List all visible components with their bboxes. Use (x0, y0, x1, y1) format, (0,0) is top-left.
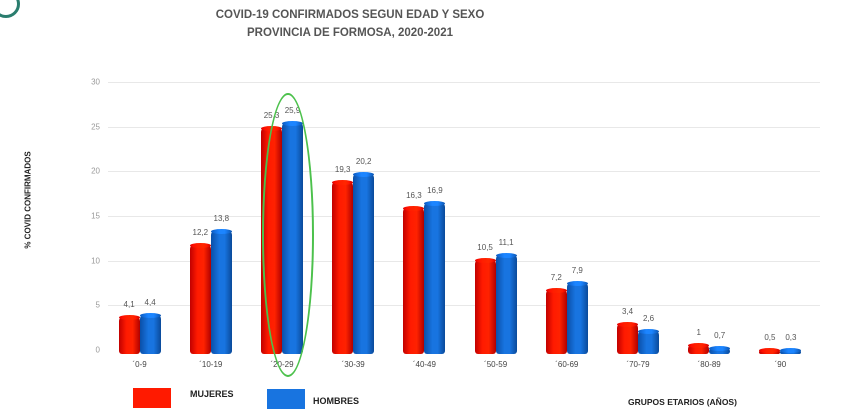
y-tick-label: 15 (91, 211, 100, 221)
value-label: 0,3 (785, 333, 797, 342)
x-tick-label: ´80-89 (697, 360, 721, 369)
y-tick-label: 25 (91, 122, 100, 132)
bar-hombres-50-59 (495, 254, 517, 354)
value-label: 16,3 (406, 191, 422, 201)
x-tick-label: ´10-19 (199, 360, 223, 369)
value-label: 20,2 (355, 156, 372, 166)
bar-hombres-70-79 (638, 330, 659, 354)
bar-hombres-40-49 (424, 203, 446, 354)
y-axis-label: % COVID CONFIRMADOS (23, 151, 33, 249)
value-label: 3,4 (621, 306, 634, 316)
value-label: 10,5 (477, 243, 493, 253)
chart-subtitle: PROVINCIA DE FORMOSA, 2020-2021 (247, 27, 453, 39)
highlight-ellipse (262, 93, 314, 377)
gridline (108, 260, 820, 262)
chart-title: COVID-19 CONFIRMADOS SEGUN EDAD Y SEXO (215, 9, 485, 21)
x-tick-label: ´90 (774, 360, 787, 369)
x-tick-label: ´60-69 (555, 360, 579, 369)
value-label: 0,5 (764, 332, 776, 342)
value-label: 4,1 (123, 300, 135, 310)
legend-swatch-mujeres (133, 388, 171, 408)
bar-hombres-10-19 (210, 230, 232, 354)
gridline (108, 126, 820, 128)
y-tick-label: 30 (91, 77, 100, 87)
value-label: 4,4 (144, 297, 156, 307)
bar-hombres-90 (780, 350, 802, 354)
value-label: 11,1 (498, 237, 514, 247)
bar-mujeres-80-89 (688, 345, 710, 354)
value-label: 1 (696, 328, 701, 338)
gridline (108, 82, 820, 83)
gridline (108, 216, 820, 217)
bar-hombres-80-89 (709, 347, 731, 354)
value-label: 0,7 (714, 330, 726, 340)
bar-mujeres-30-39 (332, 181, 354, 354)
bar-mujeres-90 (759, 349, 781, 354)
value-label: 19,3 (334, 164, 351, 174)
y-tick-label: 0 (95, 345, 100, 355)
value-label: 13,8 (213, 213, 230, 223)
y-tick-label: 5 (95, 300, 100, 310)
legend-swatch-hombres (267, 389, 305, 409)
bar-hombres-0-9 (139, 314, 161, 354)
value-label: 7,9 (571, 266, 583, 276)
bar-mujeres-70-79 (617, 323, 638, 354)
value-label: 7,2 (550, 272, 562, 282)
gridline (108, 305, 820, 307)
bar-hombres-30-39 (353, 173, 375, 354)
x-tick-label: ´40-49 (412, 360, 436, 369)
bar-mujeres-60-69 (545, 289, 567, 354)
legend-label-hombres: HOMBRES (313, 396, 360, 406)
bar-hombres-60-69 (566, 283, 588, 354)
bar-mujeres-50-59 (474, 260, 496, 354)
corner-logo-icon (0, 0, 20, 18)
x-axis-label: GRUPOS ETARIOS (AÑOS) (628, 397, 737, 407)
x-tick-label: ´30-39 (341, 360, 365, 369)
bar-mujeres-40-49 (403, 208, 425, 354)
bar-mujeres-10-19 (189, 245, 211, 354)
legend-label-mujeres: MUJERES (190, 389, 234, 399)
x-tick-label: ´70-79 (626, 360, 650, 369)
value-label: 2,6 (642, 313, 655, 323)
bar-mujeres-0-9 (118, 317, 140, 354)
value-label: 16,9 (427, 186, 443, 196)
x-tick-label: ´50-59 (484, 360, 508, 369)
x-tick-label: ´0-9 (132, 360, 147, 369)
y-tick-label: 10 (91, 256, 100, 266)
plot-area: 0 5 10 15 20 25 30 4,1 4,4 ´0-9 12,2 13,8 ´10-19 25,3… (91, 78, 820, 369)
value-label: 25,3 (263, 110, 280, 120)
value-label: 12,2 (192, 228, 209, 237)
gridline (108, 171, 820, 173)
y-tick-label: 20 (91, 166, 100, 176)
